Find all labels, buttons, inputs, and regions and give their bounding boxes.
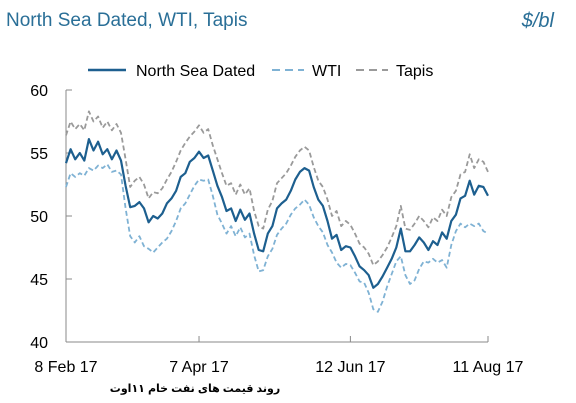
series-line-north-sea-dated (64, 138, 489, 289)
x-tick-label: 12 Jun 17 (315, 359, 385, 376)
y-tick-label: 45 (30, 272, 48, 289)
legend-label: Tapis (396, 63, 433, 80)
figure-caption: روند قیمت های نفت خام ۱۱اوت (109, 383, 281, 395)
chart-title: North Sea Dated, WTI, Tapis (6, 10, 248, 31)
x-tick-label: 8 Feb 17 (34, 359, 97, 376)
chart-series (64, 110, 489, 313)
series-line-tapis (65, 110, 489, 266)
legend-label: WTI (312, 63, 341, 80)
y-tick-label: 55 (30, 146, 48, 163)
chart-axes: 40 45 50 55 60 8 Feb 17 7 Apr 17 12 Jun 17 11 Au… (30, 83, 523, 376)
x-tick-label: 7 Apr 17 (169, 359, 229, 376)
legend-label: North Sea Dated (136, 63, 255, 80)
y-tick-label: 60 (30, 83, 48, 100)
unit-label: $/bl (521, 10, 554, 32)
y-tick-label: 50 (30, 209, 48, 226)
chart-legend: North Sea Dated WTI Tapis (88, 63, 433, 80)
series-line-wti (65, 163, 489, 313)
y-tick-label: 40 (30, 335, 48, 352)
x-tick-label: 11 Aug 17 (453, 359, 524, 376)
